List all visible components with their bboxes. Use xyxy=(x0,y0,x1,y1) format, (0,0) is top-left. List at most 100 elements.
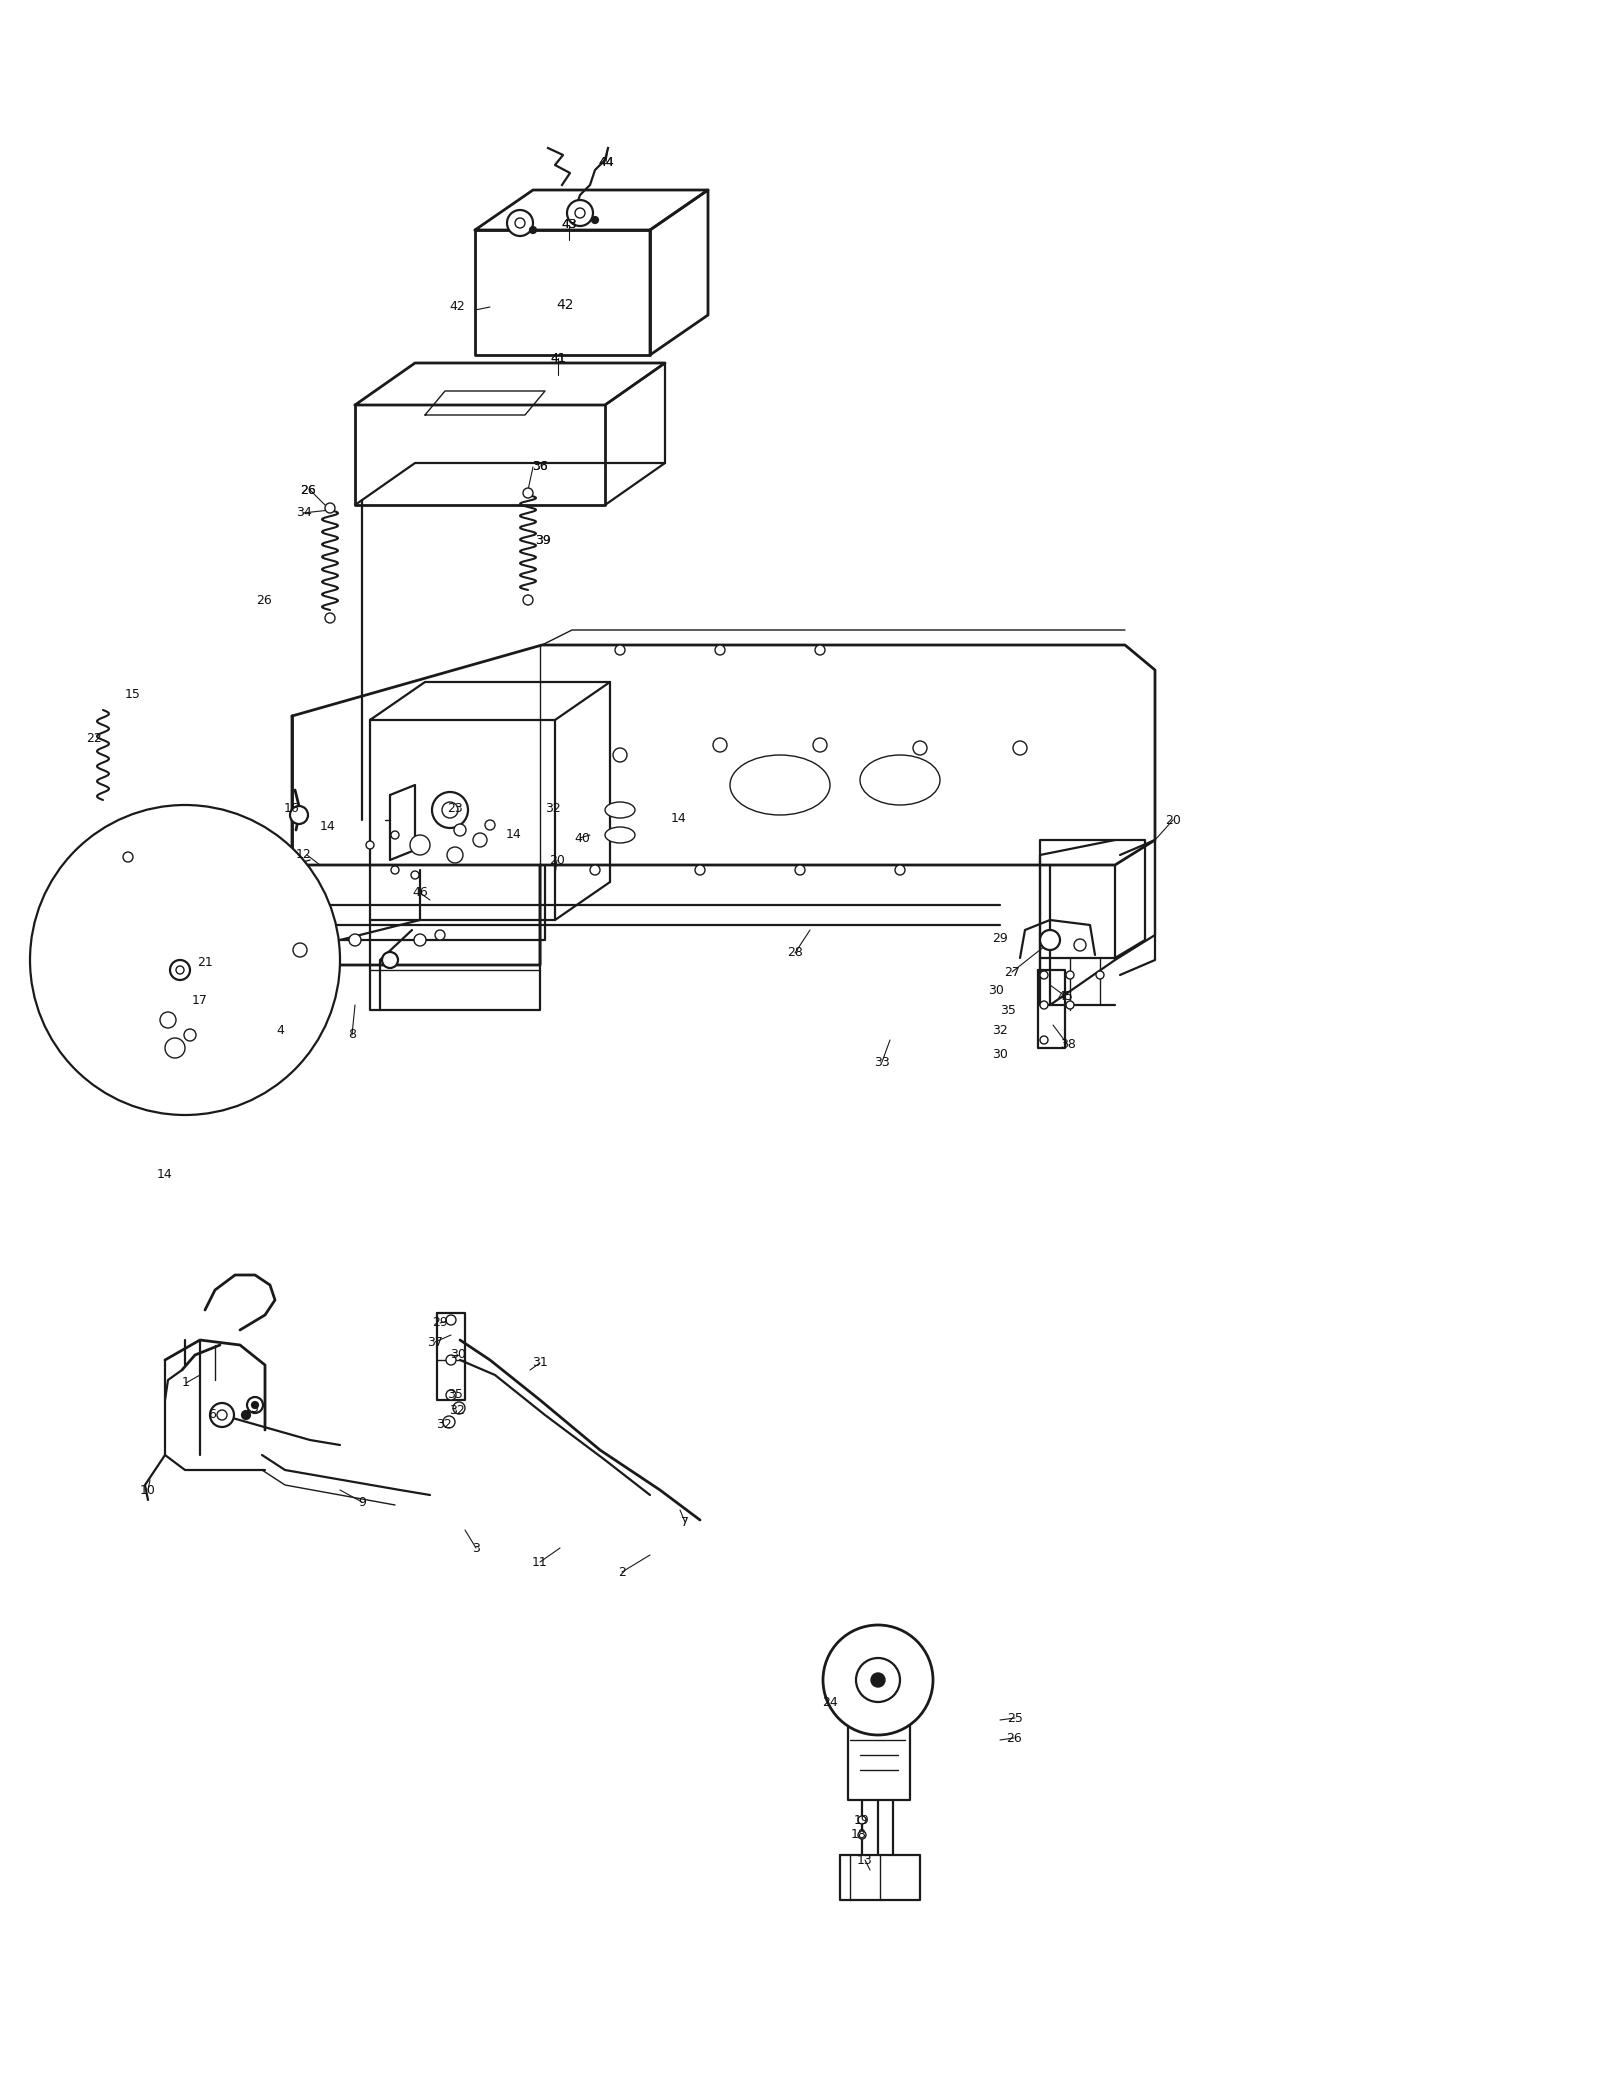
Circle shape xyxy=(432,793,467,828)
Circle shape xyxy=(507,210,533,237)
Text: 16: 16 xyxy=(285,801,299,815)
Circle shape xyxy=(30,805,339,1114)
Circle shape xyxy=(592,218,598,222)
Text: 43: 43 xyxy=(562,218,578,232)
Text: 27: 27 xyxy=(1005,965,1019,979)
Bar xyxy=(210,990,235,1029)
Text: 14: 14 xyxy=(506,828,522,842)
Circle shape xyxy=(442,803,458,818)
Circle shape xyxy=(858,1816,866,1824)
Text: 7: 7 xyxy=(682,1515,690,1529)
Text: 45: 45 xyxy=(1058,990,1074,1002)
Circle shape xyxy=(453,1403,466,1413)
Circle shape xyxy=(614,645,626,656)
Circle shape xyxy=(446,1390,456,1401)
Text: 39: 39 xyxy=(534,533,550,546)
Text: 11: 11 xyxy=(533,1556,547,1569)
Circle shape xyxy=(446,1355,456,1365)
Circle shape xyxy=(1013,741,1027,755)
Circle shape xyxy=(435,930,445,940)
Text: 37: 37 xyxy=(427,1336,443,1349)
Circle shape xyxy=(813,739,827,751)
Text: 35: 35 xyxy=(1000,1004,1016,1017)
Ellipse shape xyxy=(605,803,635,818)
Text: 3: 3 xyxy=(472,1542,480,1554)
Circle shape xyxy=(1096,971,1104,979)
Circle shape xyxy=(325,502,334,513)
Text: 29: 29 xyxy=(432,1316,448,1330)
Circle shape xyxy=(694,865,706,876)
Text: 21: 21 xyxy=(197,954,213,969)
Text: 26: 26 xyxy=(1006,1731,1022,1745)
Text: 26: 26 xyxy=(301,483,315,496)
Circle shape xyxy=(856,1658,899,1702)
Circle shape xyxy=(123,853,133,861)
Text: 32: 32 xyxy=(450,1403,466,1417)
Circle shape xyxy=(176,967,184,973)
Text: 4: 4 xyxy=(277,1023,283,1038)
Circle shape xyxy=(454,824,466,836)
Circle shape xyxy=(160,1013,176,1027)
Circle shape xyxy=(411,872,419,880)
Text: 17: 17 xyxy=(192,994,208,1006)
Circle shape xyxy=(246,1396,262,1413)
Text: 38: 38 xyxy=(1061,1038,1075,1052)
Circle shape xyxy=(858,1830,866,1838)
Ellipse shape xyxy=(861,755,941,805)
Circle shape xyxy=(714,739,726,751)
Text: 14: 14 xyxy=(670,811,686,824)
Circle shape xyxy=(523,488,533,498)
Text: 15: 15 xyxy=(125,689,141,701)
Text: 24: 24 xyxy=(822,1695,838,1708)
Text: 5: 5 xyxy=(251,1401,259,1415)
Text: 32: 32 xyxy=(437,1419,451,1432)
Circle shape xyxy=(325,612,334,622)
Text: 25: 25 xyxy=(1006,1712,1022,1724)
Circle shape xyxy=(515,218,525,228)
Text: 39: 39 xyxy=(534,533,550,546)
Text: 33: 33 xyxy=(874,1056,890,1069)
Text: 20: 20 xyxy=(549,853,565,867)
Circle shape xyxy=(822,1625,933,1735)
Text: 46: 46 xyxy=(413,886,427,898)
Circle shape xyxy=(349,934,362,946)
Circle shape xyxy=(795,865,805,876)
Circle shape xyxy=(1066,1000,1074,1008)
Circle shape xyxy=(914,741,926,755)
Circle shape xyxy=(218,1411,227,1419)
Text: 34: 34 xyxy=(296,506,312,519)
Text: 36: 36 xyxy=(533,461,547,473)
Circle shape xyxy=(446,847,462,863)
Text: 40: 40 xyxy=(574,832,590,845)
Text: 1: 1 xyxy=(182,1376,190,1390)
Text: 26: 26 xyxy=(256,593,272,606)
Circle shape xyxy=(715,645,725,656)
Text: 23: 23 xyxy=(446,801,462,815)
Text: 14: 14 xyxy=(320,820,336,832)
Text: 12: 12 xyxy=(296,849,312,861)
Circle shape xyxy=(446,1316,456,1326)
Circle shape xyxy=(894,865,906,876)
Circle shape xyxy=(170,961,190,979)
Text: 35: 35 xyxy=(446,1388,462,1401)
Text: 32: 32 xyxy=(546,801,562,815)
Circle shape xyxy=(210,1403,234,1428)
Circle shape xyxy=(590,865,600,876)
Circle shape xyxy=(390,865,398,874)
Circle shape xyxy=(382,952,398,969)
Ellipse shape xyxy=(730,755,830,815)
Text: 43: 43 xyxy=(562,218,578,232)
Circle shape xyxy=(530,226,536,232)
Text: 19: 19 xyxy=(854,1814,870,1826)
Text: 32: 32 xyxy=(992,1023,1008,1038)
Circle shape xyxy=(1066,971,1074,979)
Circle shape xyxy=(1040,971,1048,979)
Text: 41: 41 xyxy=(550,351,566,365)
Text: 36: 36 xyxy=(533,461,547,473)
Text: 20: 20 xyxy=(1165,813,1181,826)
Text: 44: 44 xyxy=(598,156,614,168)
Circle shape xyxy=(870,1672,885,1687)
Text: 29: 29 xyxy=(992,932,1008,944)
Text: 8: 8 xyxy=(349,1029,355,1042)
Circle shape xyxy=(814,645,826,656)
